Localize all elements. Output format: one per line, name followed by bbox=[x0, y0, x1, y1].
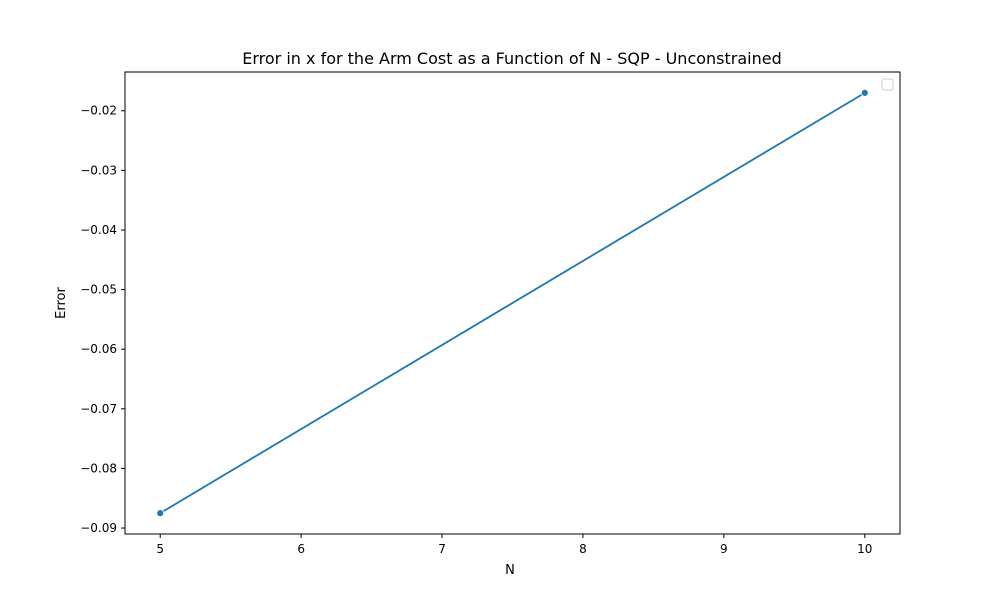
y-tick-label: −0.02 bbox=[80, 104, 117, 118]
y-tick-label: −0.07 bbox=[80, 402, 117, 416]
y-axis-label: Error bbox=[54, 287, 69, 319]
legend-box bbox=[881, 78, 894, 91]
legend[interactable] bbox=[881, 78, 894, 91]
x-tick-label: 5 bbox=[156, 542, 164, 556]
x-tick-label: 7 bbox=[438, 542, 446, 556]
y-tick-label: −0.09 bbox=[80, 521, 117, 535]
x-axis: 5 6 7 8 9 10 bbox=[156, 534, 872, 556]
data-point bbox=[860, 88, 869, 97]
series-line bbox=[159, 91, 866, 515]
y-tick-label: −0.05 bbox=[80, 283, 117, 297]
series-layer bbox=[156, 88, 869, 518]
x-tick-label: 10 bbox=[857, 542, 872, 556]
y-tick-label: −0.08 bbox=[80, 461, 117, 475]
y-tick-label: −0.04 bbox=[80, 223, 117, 237]
chart-title: Error in x for the Arm Cost as a Functio… bbox=[242, 49, 782, 68]
y-tick-label: −0.03 bbox=[80, 163, 117, 177]
x-tick-label: 6 bbox=[297, 542, 305, 556]
axes-frame bbox=[124, 71, 901, 535]
y-axis: −0.09 −0.08 −0.07 −0.06 −0.05 −0.04 −0.03 −0.02 bbox=[80, 104, 125, 535]
x-axis-label: N bbox=[505, 563, 515, 578]
x-tick-label: 8 bbox=[579, 542, 587, 556]
y-tick-label: −0.06 bbox=[80, 342, 117, 356]
x-tick-label: 9 bbox=[720, 542, 728, 556]
data-point bbox=[156, 509, 165, 518]
